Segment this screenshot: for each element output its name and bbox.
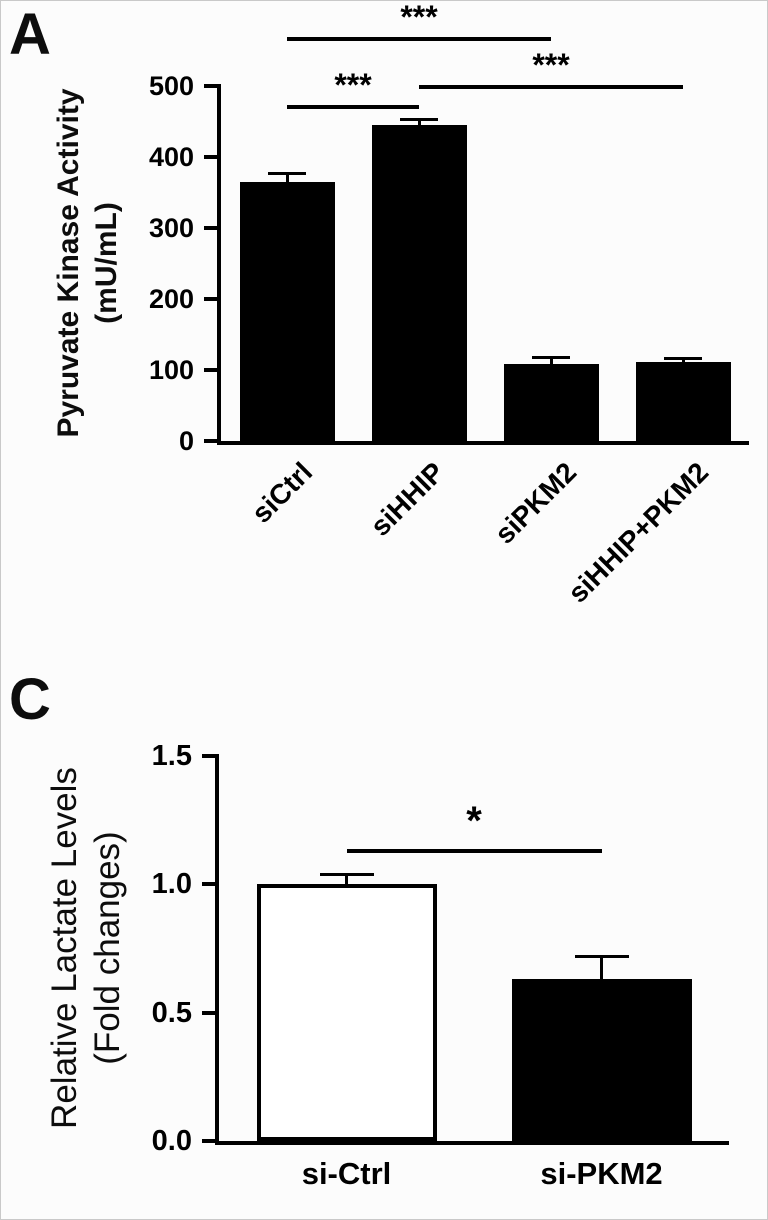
- error-bar-line: [285, 173, 289, 182]
- error-bar-cap: [268, 172, 306, 176]
- error-bar-line: [681, 357, 685, 363]
- significance-stars: *: [466, 799, 482, 843]
- x-tick-label: si-Ctrl: [301, 1156, 392, 1191]
- y-tick-label: 1.5: [151, 740, 192, 772]
- significance-stars: ***: [400, 0, 438, 35]
- error-bar-cap: [400, 118, 438, 122]
- error-bar-line: [417, 119, 421, 126]
- error-bar-line: [549, 357, 553, 365]
- significance-line: [346, 849, 602, 853]
- bar-si-Ctrl: [256, 884, 437, 1141]
- error-bar-cap: [319, 873, 374, 877]
- y-tick-label: 300: [148, 213, 194, 243]
- significance-line: [287, 37, 551, 41]
- y-axis-tick: [202, 1010, 215, 1015]
- bar-si-PKM2: [511, 979, 692, 1141]
- y-axis-tick: [204, 297, 217, 301]
- y-axis-tick: [204, 155, 217, 159]
- x-axis-line: [217, 441, 749, 445]
- bar-siPKM2: [503, 364, 599, 441]
- y-axis-line: [215, 754, 219, 1145]
- panel-a-letter: A: [9, 2, 51, 67]
- y-tick-label: 100: [148, 355, 194, 385]
- significance-stars: ***: [334, 67, 372, 103]
- y-tick-label: 400: [148, 142, 194, 172]
- y-tick-label: 200: [148, 284, 194, 314]
- y-tick-label: 0.0: [151, 1125, 192, 1157]
- y-axis-line: [217, 84, 221, 445]
- y-axis-tick: [204, 368, 217, 372]
- x-axis-line: [215, 1141, 729, 1145]
- y-axis-tick: [202, 754, 215, 758]
- error-bar-cap: [574, 955, 629, 959]
- bar-siHHIP+PKM2: [635, 362, 731, 441]
- y-tick-label: 0: [178, 426, 194, 456]
- y-tick-label: 0.5: [151, 996, 192, 1029]
- y-axis-tick: [204, 439, 217, 443]
- x-tick-label: si-PKM2: [540, 1156, 663, 1191]
- y-tick-label: 1.0: [151, 868, 192, 901]
- panel-c-y-axis-title-line1: Relative Lactate Levels: [45, 767, 84, 1129]
- bar-siHHIP: [371, 125, 467, 441]
- error-bar-cap: [664, 356, 702, 360]
- panel-c-letter: C: [9, 667, 51, 732]
- y-axis-tick: [202, 1139, 215, 1143]
- significance-stars: ***: [532, 47, 570, 83]
- panel-a-y-axis-title-line1: Pyruvate Kinase Activity: [52, 88, 85, 438]
- y-axis-tick: [204, 226, 217, 230]
- significance-line: [287, 105, 419, 109]
- significance-line: [419, 85, 683, 89]
- y-axis-tick: [202, 882, 215, 887]
- error-bar-line: [345, 874, 348, 885]
- y-axis-tick: [204, 84, 217, 88]
- bar-siCtrl: [239, 181, 335, 441]
- y-tick-label: 500: [148, 71, 194, 101]
- error-bar-cap: [532, 356, 570, 360]
- error-bar-line: [600, 956, 603, 980]
